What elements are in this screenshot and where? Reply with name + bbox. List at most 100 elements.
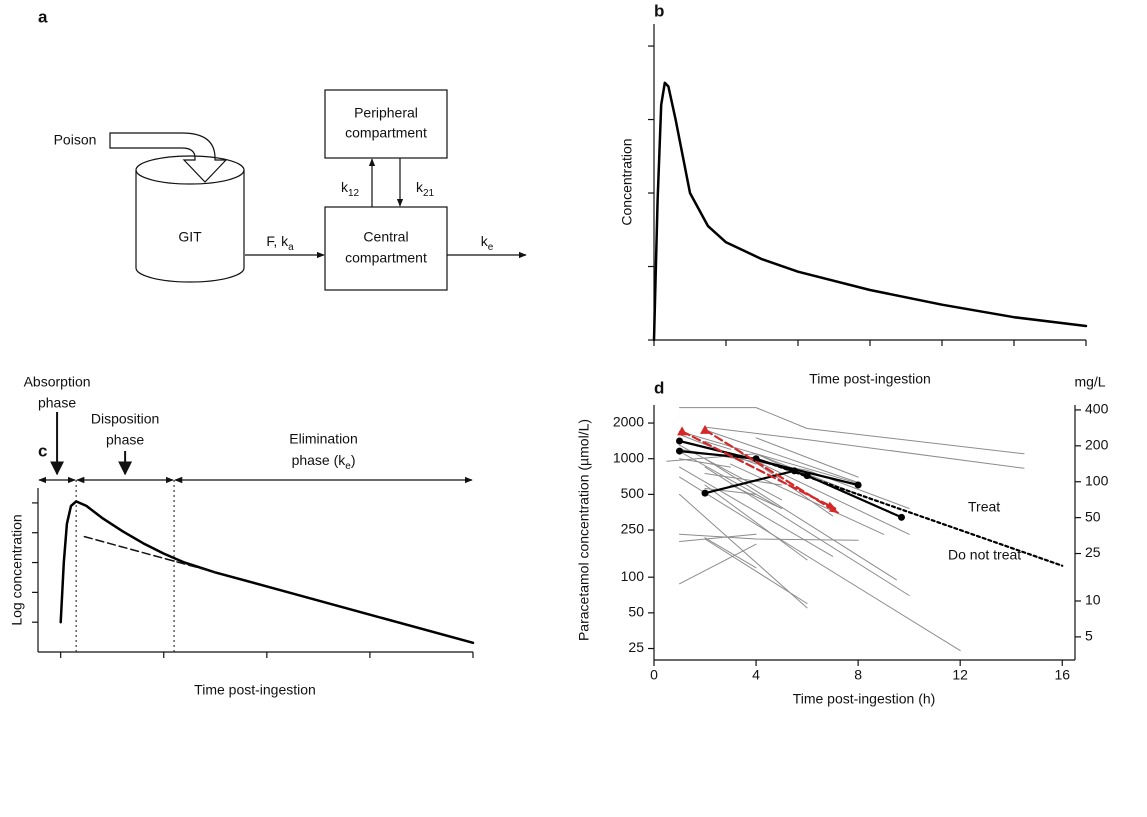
series-line: [704, 488, 757, 495]
node-label: compartment: [345, 125, 427, 141]
panel-label: a: [38, 7, 48, 26]
node-label: Peripheral: [354, 105, 418, 121]
x-axis-label: Time post-ingestion: [809, 371, 931, 387]
edge-label: ke: [481, 233, 494, 253]
phase-label: Absorption: [24, 374, 91, 390]
point: [676, 437, 684, 445]
y-tick-label: 500: [621, 485, 645, 501]
series-line: [679, 543, 757, 585]
series-line: [755, 437, 859, 478]
panel-label: b: [654, 1, 664, 20]
series-line: [754, 457, 1064, 567]
series-line: [679, 451, 783, 509]
x-axis-label: Time post-ingestion: [194, 682, 316, 698]
x-tick-label: 12: [952, 667, 968, 683]
point: [676, 447, 684, 455]
phase-label: phase (ke): [292, 452, 356, 472]
y2-axis-label: mg/L: [1074, 374, 1105, 390]
extrapolation-line: [83, 535, 217, 574]
series-line: [679, 458, 731, 468]
series-line: [755, 453, 859, 484]
subscript: e: [488, 242, 494, 253]
series-line: [704, 537, 757, 569]
y-tick-label: 100: [621, 568, 645, 584]
panel-label: c: [38, 441, 47, 460]
git-cylinder-top: [135, 155, 245, 185]
central-box: [324, 206, 448, 291]
series-line: [679, 444, 783, 501]
series-line: [704, 429, 859, 483]
y-axis-label: Log concentration: [9, 514, 25, 625]
series-line: [704, 538, 808, 604]
panel-label: d: [654, 378, 664, 397]
y2-tick-label: 400: [1085, 401, 1109, 417]
series-line: [730, 484, 783, 509]
label-part: phase (k: [292, 452, 347, 468]
subscript: 12: [348, 188, 360, 199]
git-cylinder: [135, 170, 245, 283]
label-part: k: [341, 179, 349, 195]
point: [700, 424, 711, 434]
series-line: [679, 466, 834, 557]
node-label: GIT: [178, 229, 202, 245]
y2-tick-label: 100: [1085, 472, 1109, 488]
series-line: [680, 430, 837, 510]
series-line: [679, 476, 961, 652]
peripheral-box: [324, 89, 448, 159]
series-line: [679, 430, 859, 495]
point: [677, 426, 688, 436]
series-line: [679, 533, 859, 541]
label-part: ): [351, 452, 356, 468]
series-line: [704, 473, 783, 486]
annotation: Treat: [968, 499, 1000, 515]
series-line: [679, 533, 757, 542]
y-tick-label: 25: [628, 639, 644, 655]
series-line: [704, 484, 808, 561]
label-part: F, k: [266, 233, 289, 249]
y-tick-label: 2000: [613, 414, 644, 430]
node-label: compartment: [345, 250, 427, 266]
x-axis-label: Time post-ingestion (h): [793, 691, 936, 707]
point: [854, 481, 862, 489]
subscript: e: [345, 461, 351, 472]
series-line: [679, 407, 1025, 455]
x-tick-label: 0: [650, 667, 658, 683]
point: [701, 489, 709, 497]
y-tick-label: 1000: [613, 449, 644, 465]
phase-label: phase: [106, 432, 144, 448]
series-line: [703, 469, 796, 495]
x-tick-label: 16: [1054, 667, 1070, 683]
curve: [652, 81, 1088, 342]
subscript: 21: [423, 188, 435, 199]
y2-tick-label: 5: [1085, 628, 1093, 644]
node-label: Poison: [54, 132, 97, 148]
y-tick-label: 250: [621, 521, 645, 537]
y-axis-label: Paracetamol concentration (µmol/L): [576, 419, 592, 641]
edge-label: k12: [341, 179, 360, 199]
label-part: k: [481, 233, 489, 249]
y-tick-label: 50: [628, 604, 644, 620]
y2-tick-label: 10: [1085, 592, 1101, 608]
edge-label: F, ka: [266, 233, 294, 253]
phase-label: Disposition: [91, 411, 159, 427]
series-line: [703, 428, 839, 514]
y2-tick-label: 200: [1085, 437, 1109, 453]
y2-tick-label: 50: [1085, 508, 1101, 524]
series-line: [704, 440, 731, 450]
curve: [59, 500, 475, 645]
series-line: [704, 426, 1025, 469]
y-axis-label: Concentration: [619, 138, 635, 225]
y2-tick-label: 25: [1085, 544, 1101, 560]
edge-label: k21: [416, 179, 435, 199]
series-line: [730, 463, 885, 535]
poison-pipe: [109, 132, 228, 183]
x-tick-label: 8: [854, 667, 862, 683]
node-label: Central: [363, 229, 408, 245]
label-part: k: [416, 179, 424, 195]
annotation: Do not treat: [948, 547, 1021, 563]
series-line: [704, 458, 897, 581]
x-tick-label: 4: [752, 667, 760, 683]
subscript: a: [288, 242, 294, 253]
